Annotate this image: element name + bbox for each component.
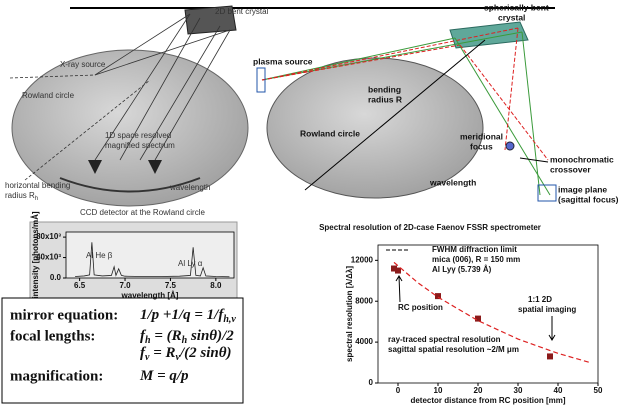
formula: fh = (Rh sinθ)/2: [140, 328, 234, 346]
y-tick-label: 0.0: [50, 273, 62, 282]
formula-part: = R: [149, 345, 175, 361]
legend-label: FWHM diffraction limit: [432, 245, 517, 254]
label: wavelength: [429, 177, 476, 187]
annotation: Al Lyγ (5.739 Å): [432, 265, 492, 274]
formula-part: /(2 sinθ): [179, 345, 232, 361]
crystal: [450, 22, 528, 48]
label: crystal: [498, 12, 525, 22]
x-tick-label: 6.5: [74, 281, 86, 290]
label: CCD detector at the Rowland circle: [80, 208, 205, 217]
x-tick-label: 20: [474, 386, 483, 395]
label: Rowland circle: [300, 128, 360, 138]
focus-dot: [506, 142, 514, 150]
label: spherically bent: [484, 2, 549, 12]
label: radius Rh: [5, 191, 38, 201]
formula-part: M = q/p: [139, 368, 189, 384]
label: focus: [470, 141, 493, 151]
y-axis-label: spectral resolution [λ/Δλ]: [345, 266, 354, 362]
x-tick-label: 7.5: [165, 281, 177, 290]
image-plate: [538, 185, 556, 201]
marker: [475, 316, 481, 322]
x-tick-label: 30: [514, 386, 523, 395]
annotation: Al Ly α: [178, 259, 203, 268]
x-tick-label: 0: [396, 386, 401, 395]
eq-label: magnification:: [10, 368, 103, 384]
label: image plane: [558, 184, 607, 194]
x-tick-label: 40: [554, 386, 563, 395]
annotation: spatial imaging: [518, 305, 576, 314]
label: 1D space resolved: [105, 131, 171, 140]
slide: 2D bent crystal X-ray source Rowland cir…: [0, 0, 623, 405]
formula: M = q/p: [139, 368, 189, 384]
label: monochromatic: [550, 154, 614, 164]
label: wavelength: [169, 183, 210, 192]
label: 2D bent crystal: [215, 7, 269, 16]
formula: fv = Rv/(2 sinθ): [140, 345, 232, 363]
y-tick-label: 4000: [355, 337, 373, 346]
marker: [547, 353, 553, 359]
y-tick-label: 12000: [351, 255, 374, 264]
x-axis-label: detector distance from RC position [mm]: [410, 396, 565, 405]
eq-label: focal lengths:: [10, 328, 95, 344]
x-axis-label: wavelength [Å]: [121, 291, 179, 300]
annotation: Al He β: [86, 251, 113, 260]
annotation: RC position: [398, 303, 443, 312]
eq-label: mirror equation:: [10, 307, 118, 323]
x-tick-label: 7.0: [119, 281, 131, 290]
label: bending: [368, 84, 401, 94]
annotation: mica (006), R = 150 mm: [432, 255, 520, 264]
right-diagram: spherically bent crystal plasma source b…: [253, 2, 619, 204]
formula-part: 1/p +1/q = 1/f: [140, 307, 225, 323]
label: X-ray source: [60, 60, 106, 69]
annotation: 1:1 2D: [528, 295, 552, 304]
formula-part: sinθ)/2: [187, 328, 234, 344]
label: Rowland circle: [22, 91, 75, 100]
label: radius R: [368, 94, 402, 104]
x-tick-label: 10: [434, 386, 443, 395]
chart-title: Spectral resolution of 2D-case Faenov FS…: [319, 223, 541, 232]
formula-part: = (R: [151, 328, 182, 344]
y-tick-label: 8000: [355, 296, 373, 305]
y-axis-label: intensity [photons/mÅ]: [31, 211, 40, 298]
y-tick-label: 0: [369, 378, 374, 387]
label: magnified spectrum: [105, 141, 175, 150]
marker: [395, 268, 401, 274]
x-tick-label: 8.0: [210, 281, 222, 290]
label: plasma source: [253, 56, 313, 66]
label: crossover: [550, 164, 591, 174]
label: meridional: [460, 131, 503, 141]
subscript: h,v: [223, 314, 236, 325]
annotation: ray-traced spectral resolution: [388, 335, 501, 344]
label: horizontal bending: [5, 181, 70, 190]
annotation: sagittal spatial resolution ~2/M μm: [388, 345, 519, 354]
x-tick-label: 50: [594, 386, 603, 395]
formula: 1/p +1/q = 1/fh,v: [140, 307, 236, 325]
label: (sagittal focus): [558, 194, 619, 204]
